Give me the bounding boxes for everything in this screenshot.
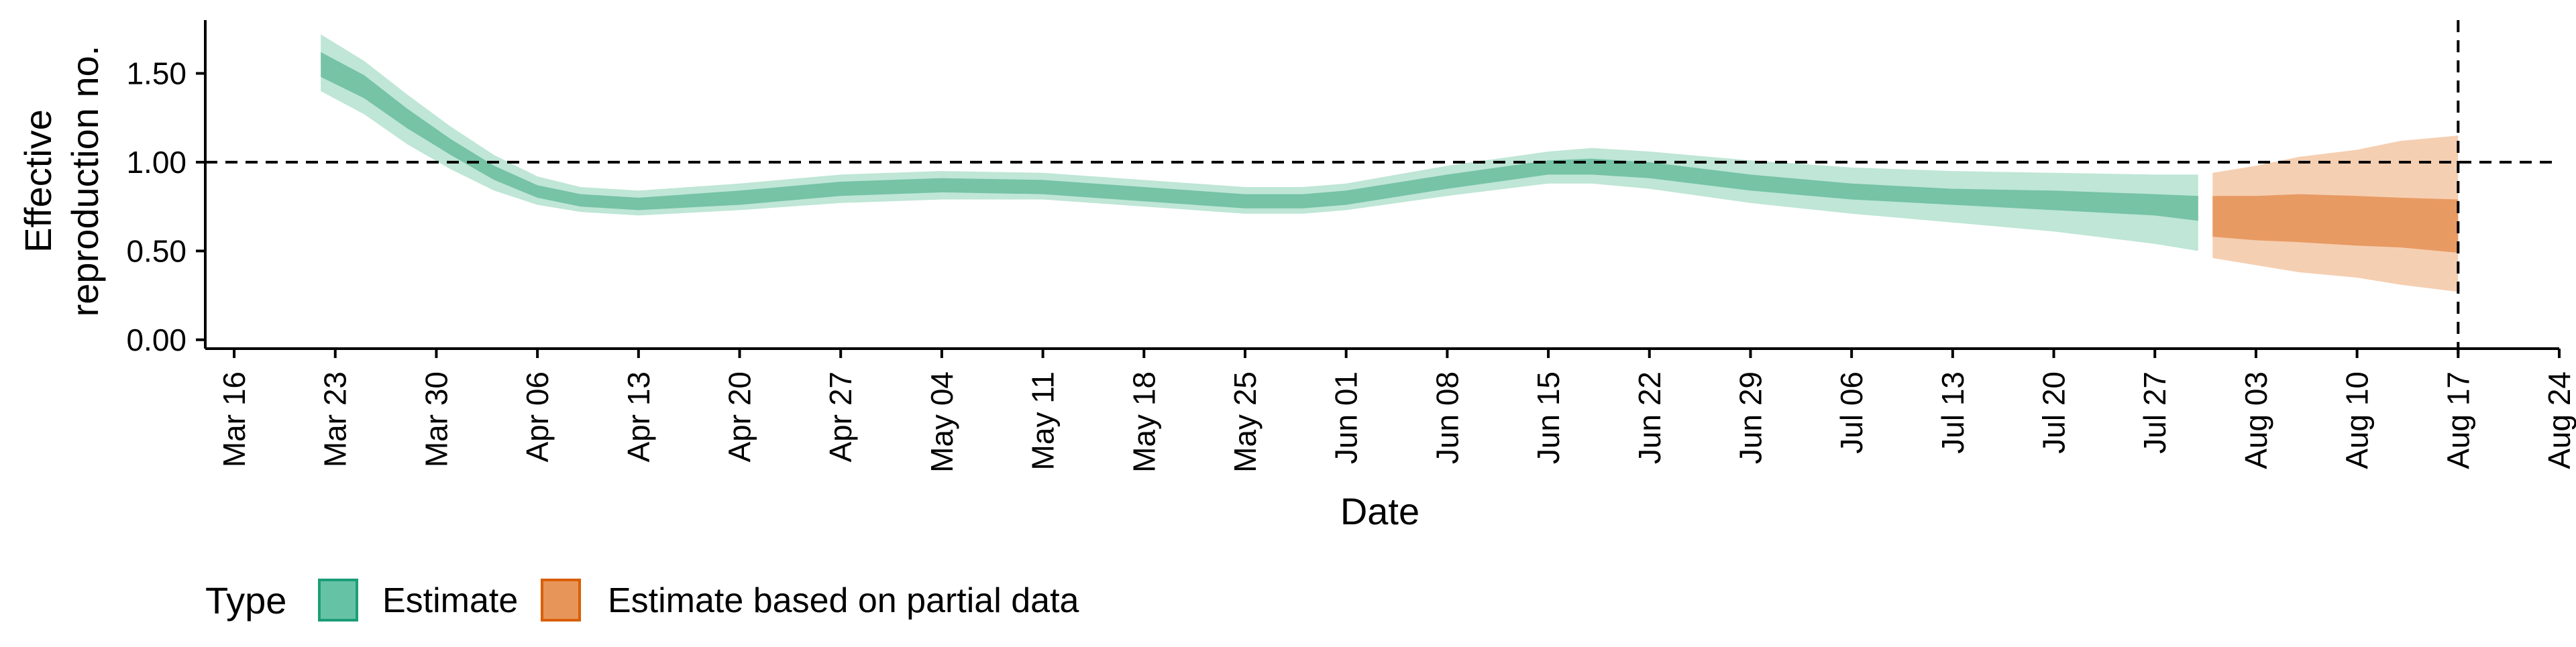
reference-lines — [205, 20, 2559, 362]
y-tick-label: 1.50 — [126, 56, 186, 91]
y-axis-title-line-2: reproduction no. — [64, 46, 106, 317]
x-tick-label: Apr 06 — [520, 371, 555, 463]
y-tick-label: 0.00 — [126, 322, 186, 357]
legend-label-partial: Estimate based on partial data — [608, 581, 1079, 620]
x-tick-label: Mar 16 — [217, 371, 252, 467]
x-axis-title: Date — [1340, 490, 1419, 532]
x-tick-label: Jul 06 — [1834, 371, 1869, 454]
x-tick-label: Apr 20 — [722, 371, 757, 463]
x-tick-label: Aug 24 — [2542, 371, 2576, 469]
x-tick-label: Jun 08 — [1430, 371, 1464, 464]
x-tick-label: Jun 29 — [1733, 371, 1768, 464]
x-tick-label: Aug 17 — [2440, 371, 2475, 469]
x-tick-label: Jul 27 — [2137, 371, 2172, 454]
estimate-inner-band — [321, 52, 2198, 221]
legend: Type Estimate Estimate based on partial … — [205, 579, 1079, 622]
x-tick-label: Mar 30 — [419, 371, 453, 467]
x-tick-label: Jun 01 — [1329, 371, 1364, 464]
legend-label-estimate: Estimate — [382, 581, 518, 620]
x-tick-label: May 18 — [1126, 371, 1161, 473]
y-tick-label: 1.00 — [126, 145, 186, 180]
x-tick-label: Jul 20 — [2037, 371, 2072, 454]
x-tick-label: Aug 03 — [2239, 371, 2273, 469]
x-tick-label: Apr 13 — [621, 371, 656, 463]
x-tick-label: Apr 27 — [823, 371, 858, 463]
x-tick-label: Mar 23 — [318, 371, 353, 467]
axes-layer: 0.00 0.50 1.00 1.50 Mar 16 Mar 23 Mar 30 Apr 06… — [126, 20, 2576, 473]
x-tick-label: May 25 — [1228, 371, 1263, 473]
legend-title: Type — [205, 579, 286, 622]
legend-swatch-estimate — [318, 579, 358, 622]
y-axis-title: Effective reproduction no. — [17, 46, 106, 317]
x-tick-label: May 04 — [924, 371, 959, 473]
x-tick-label: Jun 22 — [1632, 371, 1667, 464]
y-axis-title-line-1: Effective — [17, 109, 59, 253]
x-tick-label: May 11 — [1026, 371, 1061, 470]
band-layer — [321, 34, 2459, 292]
partial-inner-band — [2212, 194, 2459, 253]
estimate-outer-band — [321, 34, 2198, 251]
y-tick-label: 0.50 — [126, 233, 186, 268]
x-tick-label: Aug 10 — [2340, 371, 2375, 469]
x-tick-label: Jul 13 — [1935, 371, 1970, 454]
x-tick-label: Jun 15 — [1531, 371, 1566, 464]
legend-swatch-partial — [541, 579, 581, 622]
